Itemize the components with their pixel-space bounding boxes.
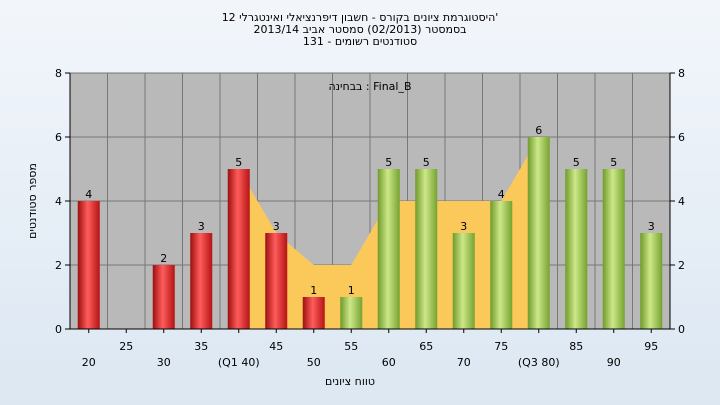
chart-title: היסטוגרמת ציונים בקורס - חשבון דיפרנציאל… bbox=[222, 11, 499, 48]
x-tick-label: 50 bbox=[307, 356, 321, 369]
data-label: 1 bbox=[310, 284, 317, 297]
data-label: 5 bbox=[235, 156, 242, 169]
bar-45 bbox=[265, 233, 288, 329]
x-tick-label: (Q3 80) bbox=[518, 356, 560, 369]
x-tick-label: 85 bbox=[569, 340, 583, 353]
exam-annotation: בבחינה : Final_B bbox=[328, 80, 411, 93]
y-tick-label-right: 6 bbox=[678, 131, 685, 144]
bar-(Q1 40) bbox=[227, 169, 250, 329]
y-axis-title: מספר סטודנטים bbox=[26, 163, 39, 239]
data-label: 3 bbox=[198, 220, 205, 233]
bar-85 bbox=[565, 169, 588, 329]
data-label: 3 bbox=[460, 220, 467, 233]
bar-35 bbox=[190, 233, 213, 329]
x-tick-label: 60 bbox=[382, 356, 396, 369]
title-line: סטודנטים רשומים - 131 bbox=[303, 35, 417, 48]
x-tick-label: 35 bbox=[194, 340, 208, 353]
data-label: 4 bbox=[85, 188, 92, 201]
y-tick-label-right: 8 bbox=[678, 67, 685, 80]
x-tick-label: 25 bbox=[119, 340, 133, 353]
data-label: 5 bbox=[610, 156, 617, 169]
title-line: היסטוגרמת ציונים בקורס - חשבון דיפרנציאל… bbox=[222, 11, 499, 24]
bar-75 bbox=[490, 201, 513, 329]
bar-60 bbox=[377, 169, 400, 329]
x-tick-label: 70 bbox=[457, 356, 471, 369]
x-tick-label: 20 bbox=[82, 356, 96, 369]
bar-65 bbox=[415, 169, 438, 329]
bar-50 bbox=[302, 297, 325, 329]
bar-55 bbox=[340, 297, 363, 329]
x-tick-label: 65 bbox=[419, 340, 433, 353]
data-label: 1 bbox=[348, 284, 355, 297]
title-line: בסמסטר (02/2013) סמסטר אביב 2013/14 bbox=[253, 23, 466, 36]
y-tick-label-left: 4 bbox=[55, 195, 62, 208]
x-tick-label: 95 bbox=[644, 340, 658, 353]
x-tick-label: 90 bbox=[607, 356, 621, 369]
data-labels: 4 2 3 5 3 1 1 5 5 3 4 6 5 5 3 bbox=[85, 124, 655, 297]
x-axis-title: טווח ציונים bbox=[325, 375, 375, 388]
data-label: 5 bbox=[423, 156, 430, 169]
data-label: 6 bbox=[535, 124, 542, 137]
x-tick-label: 30 bbox=[157, 356, 171, 369]
x-tick-label: (Q1 40) bbox=[218, 356, 260, 369]
bar-90 bbox=[602, 169, 625, 329]
bar-30 bbox=[152, 265, 175, 329]
data-label: 4 bbox=[498, 188, 505, 201]
y-tick-label-right: 4 bbox=[678, 195, 685, 208]
y-tick-label-left: 2 bbox=[55, 259, 62, 272]
y-tick-label-left: 6 bbox=[55, 131, 62, 144]
y-tick-label-left: 0 bbox=[55, 323, 62, 336]
y-tick-label-left: 8 bbox=[55, 67, 62, 80]
bars bbox=[77, 137, 663, 329]
data-label: 3 bbox=[648, 220, 655, 233]
y-tick-label-right: 0 bbox=[678, 323, 685, 336]
data-label: 2 bbox=[160, 252, 167, 265]
x-tick-label: 55 bbox=[344, 340, 358, 353]
x-tick-label: 45 bbox=[269, 340, 283, 353]
x-tick-label: 75 bbox=[494, 340, 508, 353]
bar-20 bbox=[77, 201, 100, 329]
data-label: 3 bbox=[273, 220, 280, 233]
y-tick-label-right: 2 bbox=[678, 259, 685, 272]
data-label: 5 bbox=[385, 156, 392, 169]
bar-95 bbox=[640, 233, 663, 329]
bar-70 bbox=[452, 233, 475, 329]
bar-(Q3 80) bbox=[527, 137, 550, 329]
data-label: 5 bbox=[573, 156, 580, 169]
